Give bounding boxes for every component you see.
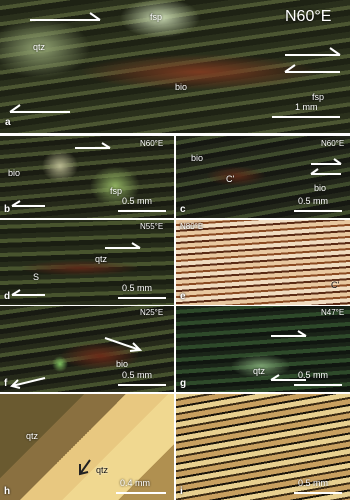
scale-label: 0.5 mm [298,196,329,206]
mineral-label: qtz [26,431,39,441]
panel: N60°E bio C' bio 0.5 mm c [176,136,350,218]
arrows [10,337,143,389]
mineral-label: qtz [253,366,266,376]
mineral-label: fsp [312,92,325,102]
arrows [11,242,141,296]
orientation: N60°E [321,139,345,148]
scale-label: 0.5 mm [298,478,329,488]
scale-bar [294,384,342,386]
mineral-label: qtz [95,254,108,264]
panel: 0.5 mm i [176,394,350,500]
mineral-label: fsp [150,12,163,22]
mineral-label: S [33,272,40,282]
mineral-label: qtz [96,465,109,475]
panel: N60°E fsp qtz bio fsp 1 mm a [0,0,350,133]
scale-label: 0.5 mm [122,283,153,293]
mineral-label: bio [8,168,21,178]
orientation: N60°E [140,139,164,148]
panel-letter: b [4,204,11,215]
scale-label: 0.5 mm [122,196,153,206]
mineral-label: C' [331,280,340,290]
scale-bar [116,492,166,494]
mineral-label: C' [226,174,235,184]
scale-label: 1 mm [295,102,318,112]
scale-label: 0.5 mm [298,370,329,380]
panel: qtz qtz 0.4 mm h [0,394,174,500]
scale-bar [294,492,342,494]
panel: N60°E fsp bio 0.5 mm b [0,136,174,218]
scale-bar [118,384,166,386]
panel: N25°E bio 0.5 mm f [0,306,174,392]
orientation: N25°E [140,308,164,317]
mineral-label: bio [116,359,129,369]
mineral-label: bio [175,82,188,92]
scale-bar [118,297,166,299]
panel-letter: i [180,486,183,497]
panel-letter: e [180,291,186,302]
arrows [79,459,91,476]
panel-letter: a [5,117,11,128]
panel-letter: h [4,486,11,497]
panel: N55°E qtz S 0.5 mm d [0,220,174,305]
mineral-label: qtz [33,42,46,52]
panel-letter: g [180,378,187,389]
scale-bar [294,210,342,212]
panel: N80°E C' e [176,220,350,305]
arrows [270,330,307,381]
orientation: N80°E [180,222,204,231]
scale-bar [118,210,166,212]
panel: N47°E qtz 0.5 mm g [176,306,350,392]
scale-label: 0.4 mm [120,478,151,488]
arrows [310,158,342,175]
orientation: N47°E [321,308,345,317]
scale-label: 0.5 mm [122,370,153,380]
mineral-label: bio [191,153,204,163]
panel-letter: c [180,204,186,215]
orientation: N55°E [140,222,164,231]
mineral-label: fsp [110,186,123,196]
panel-letter: f [4,378,8,389]
scale-bar [272,116,340,118]
arrows [9,12,341,113]
panel-letter: d [4,291,11,302]
orientation: N60°E [285,8,332,25]
arrows [11,142,111,207]
mineral-label: bio [314,183,327,193]
